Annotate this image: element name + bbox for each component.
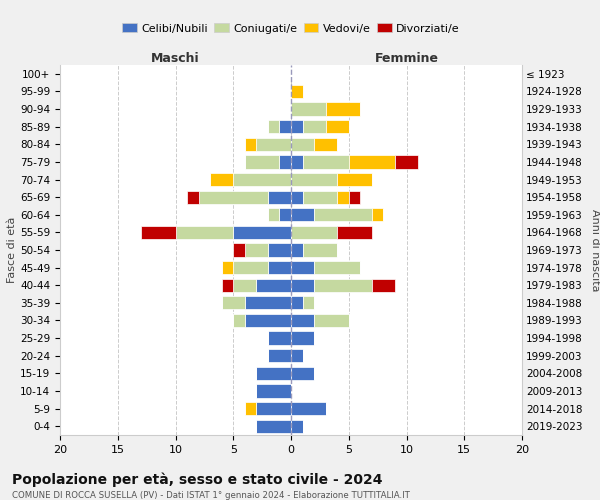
Bar	[291, 226, 337, 239]
Bar	[291, 156, 302, 168]
Bar	[268, 120, 280, 134]
Bar	[268, 261, 291, 274]
Bar	[291, 102, 326, 116]
Bar	[291, 332, 314, 344]
Bar	[233, 244, 245, 256]
Bar	[291, 244, 302, 256]
Bar	[302, 156, 349, 168]
Bar	[256, 402, 291, 415]
Bar	[291, 261, 314, 274]
Bar	[291, 314, 314, 327]
Bar	[291, 120, 302, 134]
Bar	[245, 244, 268, 256]
Bar	[302, 190, 337, 204]
Bar	[233, 226, 291, 239]
Legend: Celibi/Nubili, Coniugati/e, Vedovi/e, Divorziati/e: Celibi/Nubili, Coniugati/e, Vedovi/e, Di…	[118, 19, 464, 38]
Bar	[291, 420, 302, 433]
Text: Femmine: Femmine	[374, 52, 439, 65]
Bar	[268, 349, 291, 362]
Bar	[256, 138, 291, 151]
Bar	[395, 156, 418, 168]
Bar	[314, 314, 349, 327]
Bar	[245, 156, 280, 168]
Bar	[245, 138, 256, 151]
Bar	[256, 366, 291, 380]
Bar	[349, 190, 360, 204]
Bar	[337, 190, 349, 204]
Bar	[245, 402, 256, 415]
Bar	[302, 296, 314, 310]
Bar	[280, 120, 291, 134]
Bar	[222, 278, 233, 292]
Bar	[314, 138, 337, 151]
Bar	[326, 120, 349, 134]
Bar	[291, 278, 314, 292]
Bar	[372, 278, 395, 292]
Bar	[199, 190, 268, 204]
Y-axis label: Anni di nascita: Anni di nascita	[590, 209, 599, 291]
Bar	[245, 296, 291, 310]
Bar	[372, 208, 383, 222]
Bar	[291, 208, 314, 222]
Bar	[314, 208, 372, 222]
Bar	[291, 296, 302, 310]
Bar	[314, 278, 372, 292]
Text: Popolazione per età, sesso e stato civile - 2024: Popolazione per età, sesso e stato civil…	[12, 472, 383, 487]
Text: Maschi: Maschi	[151, 52, 200, 65]
Bar	[176, 226, 233, 239]
Bar	[256, 420, 291, 433]
Bar	[291, 85, 302, 98]
Bar	[349, 156, 395, 168]
Bar	[337, 173, 372, 186]
Bar	[268, 190, 291, 204]
Bar	[280, 208, 291, 222]
Bar	[222, 296, 245, 310]
Bar	[268, 332, 291, 344]
Bar	[302, 244, 337, 256]
Bar	[233, 314, 245, 327]
Bar	[291, 138, 314, 151]
Y-axis label: Fasce di età: Fasce di età	[7, 217, 17, 283]
Bar	[337, 226, 372, 239]
Bar	[256, 278, 291, 292]
Bar	[291, 366, 314, 380]
Bar	[291, 173, 337, 186]
Bar	[187, 190, 199, 204]
Bar	[302, 120, 326, 134]
Bar	[314, 261, 360, 274]
Bar	[291, 190, 302, 204]
Bar	[291, 402, 326, 415]
Bar	[233, 278, 256, 292]
Bar	[210, 173, 233, 186]
Bar	[222, 261, 233, 274]
Bar	[280, 156, 291, 168]
Bar	[245, 314, 291, 327]
Bar	[326, 102, 360, 116]
Bar	[233, 173, 291, 186]
Bar	[256, 384, 291, 398]
Bar	[233, 261, 268, 274]
Bar	[291, 349, 302, 362]
Bar	[268, 208, 280, 222]
Text: COMUNE DI ROCCA SUSELLA (PV) - Dati ISTAT 1° gennaio 2024 - Elaborazione TUTTITA: COMUNE DI ROCCA SUSELLA (PV) - Dati ISTA…	[12, 491, 410, 500]
Bar	[141, 226, 176, 239]
Bar	[268, 244, 291, 256]
